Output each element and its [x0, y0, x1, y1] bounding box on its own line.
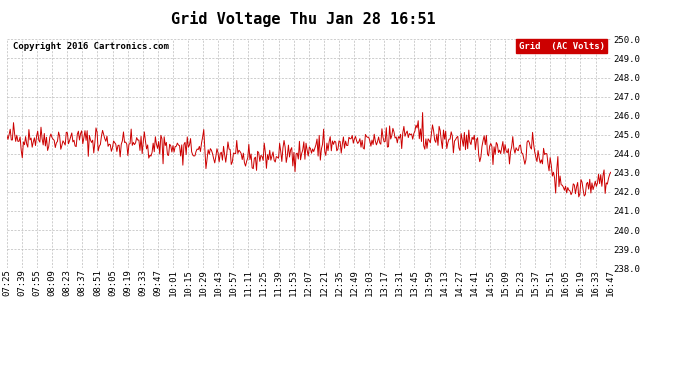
- Text: Grid Voltage Thu Jan 28 16:51: Grid Voltage Thu Jan 28 16:51: [171, 11, 436, 27]
- Text: Copyright 2016 Cartronics.com: Copyright 2016 Cartronics.com: [13, 42, 169, 51]
- Text: Grid  (AC Volts): Grid (AC Volts): [519, 42, 604, 51]
